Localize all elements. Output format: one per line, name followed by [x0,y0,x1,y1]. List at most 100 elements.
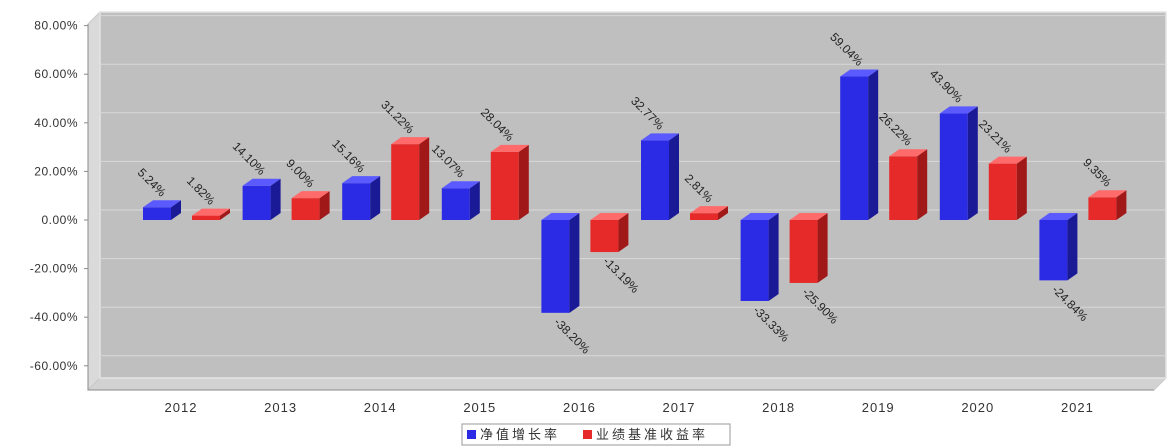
legend-box [461,423,731,446]
bar-top-face [889,149,928,157]
bar-top-face [988,156,1027,164]
legend: 净值增长率 业绩基准收益率 [461,423,731,446]
y-tick-label: -20.00% [30,262,78,276]
bar-front-face [441,188,470,220]
bar-top-face [192,208,230,216]
bar-top-face [641,133,679,141]
legend-label-benchmark-return: 业绩基准收益率 [596,427,708,443]
bar-side-face [718,206,728,220]
bar-side-face [768,213,779,301]
legend-swatch-fund-return [467,430,476,439]
bar-front-face [988,163,1017,220]
bar-top-face [291,191,330,199]
bar-top-face [143,200,181,208]
bar-front-face [143,207,171,220]
bar-side-face [1116,190,1127,220]
bar-front-face [590,220,619,253]
gridline-wall-40 [87,112,101,124]
bar-side-face [1067,213,1078,281]
x-tick-label-2015: 2015 [463,400,496,415]
bar-side-face [370,176,381,220]
bar-fund-return-2013 [242,178,281,220]
bar-top-face [342,176,381,184]
bar-fund-return-2015 [441,181,480,220]
bar-top-face [1088,190,1127,198]
bar-side-face [319,191,330,220]
bar-top-face [789,213,828,220]
bar-top-face [740,213,779,220]
bar-benchmark-return-2012 [192,208,230,220]
x-axis-ticks: 2012 2013 2014 2015 2016 2017 2018 2019 2020 2021 [165,400,1094,415]
bar-side-face [220,208,230,220]
gridline-wall-minus-20 [87,258,101,269]
bar-side-face [419,137,430,220]
bar-front-face [1088,197,1117,220]
y-tick-label: 60.00% [34,67,78,81]
gridline-wall-0 [87,209,101,221]
axes [87,24,1154,391]
bar-front-face [342,183,371,220]
bar-side-face [469,181,480,220]
bar-front-face [192,215,220,220]
bar-top-face [541,213,580,220]
bar-side-face [270,178,281,220]
bar-benchmark-return-2021 [1088,190,1127,220]
bar-front-face [889,156,918,220]
bars [143,69,1127,313]
floor [86,377,1168,391]
bar-front-face [641,140,669,220]
gridline-wall-minus-40 [87,306,101,318]
bar-top-face [690,206,728,214]
bar-side-face [817,213,828,283]
bar-fund-return-2018 [740,213,779,301]
bar-front-face [690,213,718,220]
x-tick-label-2021: 2021 [1061,400,1094,415]
bar-fund-return-2020 [939,106,978,220]
bar-front-face [541,220,570,313]
bar-front-face [840,76,869,220]
bar-side-face [618,213,629,253]
gridline-wall-60 [87,63,101,75]
bar-benchmark-return-2015 [490,144,529,220]
bar-front-face [242,185,271,220]
bar-side-face [569,213,580,313]
bar-top-face [590,213,629,220]
bar-front-face [1039,220,1068,281]
bar-front-face [490,151,519,220]
bar-benchmark-return-2019 [889,149,928,220]
bar-side-face [1016,156,1027,220]
bar-side-face [917,149,928,220]
bar-side-face [967,106,978,220]
bar-benchmark-return-2013 [291,191,330,220]
y-tick-label: 80.00% [34,19,78,33]
x-tick-label-2019: 2019 [862,400,895,415]
y-tick-label: 20.00% [34,164,78,178]
x-tick-label-2012: 2012 [165,400,198,415]
bar-top-face [939,106,978,114]
bar-fund-return-2014 [342,176,381,220]
bar-front-face [939,113,968,220]
legend-swatch-benchmark-return [583,430,592,439]
bar-front-face [391,144,420,220]
bar-front-face [789,220,818,283]
bar-benchmark-return-2018 [789,213,828,283]
bar-side-face [868,69,879,220]
bar-side-face [171,200,181,220]
gridline-wall-minus-60 [87,355,101,367]
bar-top-face [840,69,879,77]
y-tick-label: 40.00% [34,116,78,130]
bar-top-face [490,144,529,152]
x-tick-label-2014: 2014 [364,400,397,415]
gridline-wall-20 [87,161,101,172]
x-tick-label-2017: 2017 [663,400,696,415]
bar-side-face [669,133,679,220]
y-tick-label: 0.00% [41,213,78,227]
bar-benchmark-return-2014 [391,137,430,220]
bar-top-face [1039,213,1078,220]
x-tick-label-2013: 2013 [264,400,297,415]
bar-fund-return-2012 [143,200,181,220]
bar-fund-return-2017 [641,133,679,220]
y-tick-label: -60.00% [30,359,78,373]
bar-fund-return-2021 [1039,213,1078,281]
